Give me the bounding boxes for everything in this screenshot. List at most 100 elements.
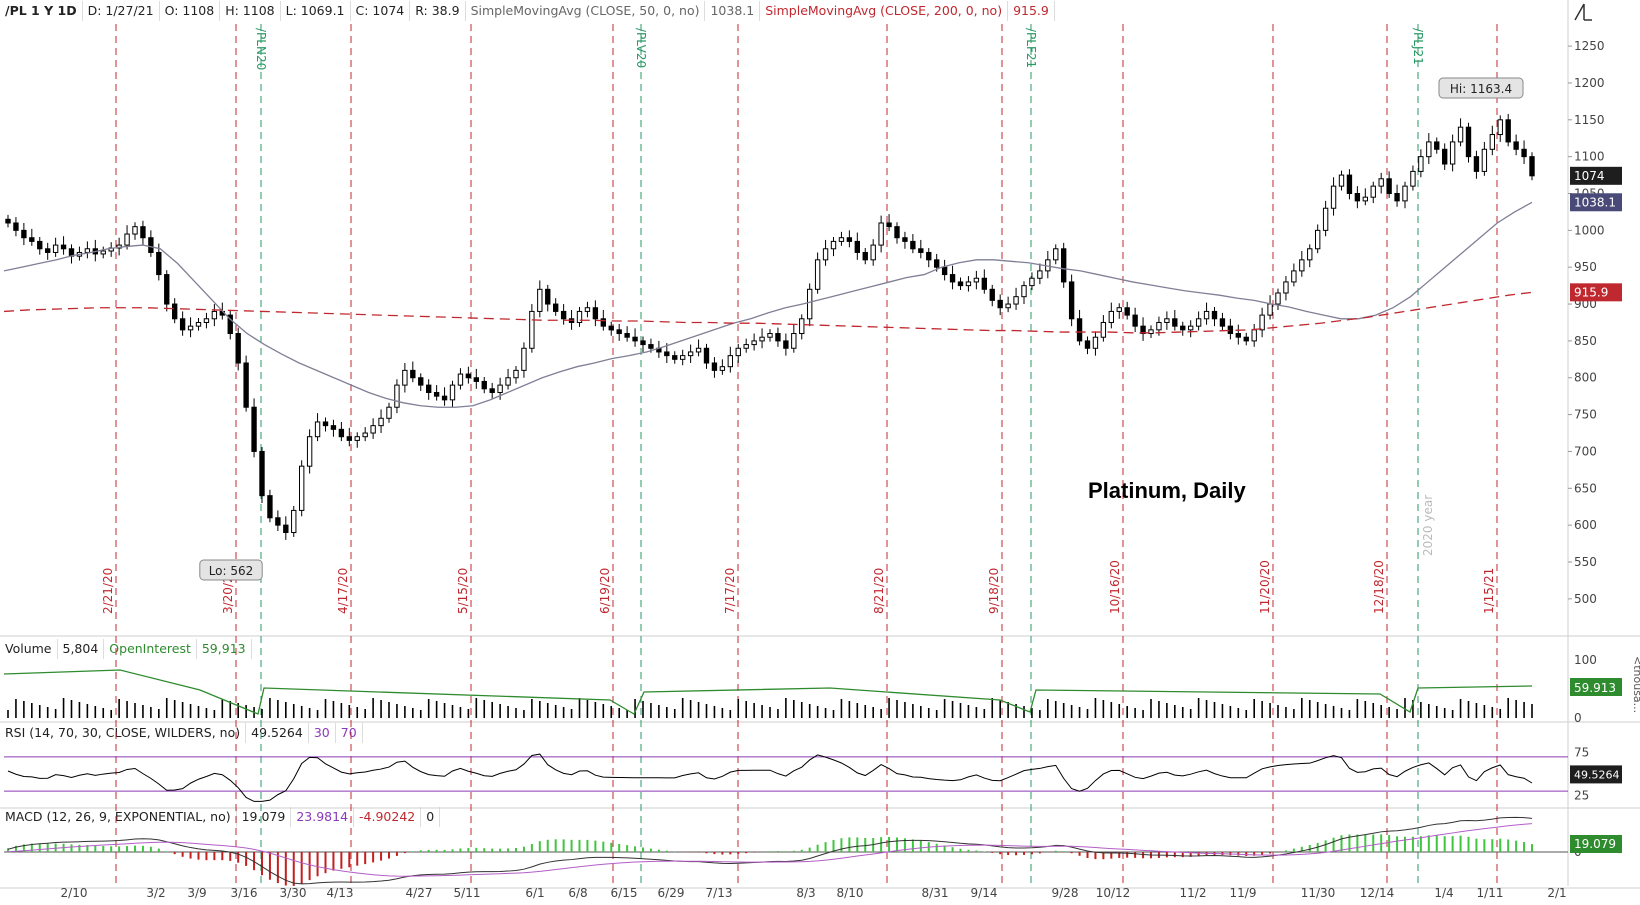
sma50-badge-bg: [1570, 193, 1622, 212]
candle-body: [1275, 292, 1281, 305]
candle-body: [854, 240, 860, 253]
candle-body: [616, 329, 622, 335]
rsi-value: 49.5264: [246, 723, 309, 743]
candle-body: [1505, 119, 1511, 143]
candle-body: [1449, 141, 1456, 165]
candle-body: [1402, 185, 1408, 202]
candle-body: [410, 369, 416, 379]
sma200-study-label[interactable]: SimpleMovingAvg (CLOSE, 200, 0, no): [760, 1, 1009, 21]
candle-body: [830, 240, 837, 250]
candle-body: [735, 347, 741, 357]
candle-body: [632, 336, 638, 342]
x-tick-label: 1/11: [1477, 886, 1504, 900]
rsi-study-label[interactable]: RSI (14, 70, 30, CLOSE, WILDERS, no): [0, 723, 247, 743]
candle-body: [1188, 325, 1194, 331]
candle-body: [457, 373, 464, 386]
candle-body: [172, 303, 178, 320]
candle-body: [1021, 285, 1027, 298]
candle-body: [1497, 119, 1503, 136]
candle-body: [1291, 270, 1297, 283]
candle-body: [1465, 126, 1472, 158]
candle-body: [291, 509, 297, 534]
candle-body: [505, 377, 511, 386]
candle-body: [1378, 178, 1384, 187]
volume-unit-label: <thousa...: [1631, 656, 1640, 713]
sma200-line: [3, 291, 1533, 334]
candle-body: [1116, 307, 1122, 312]
y-tick-label: 700: [1574, 444, 1597, 458]
candle-body: [902, 237, 908, 242]
candle-body: [306, 436, 313, 467]
candle-body: [354, 436, 360, 441]
candle-body: [910, 240, 916, 250]
candle-body: [1370, 185, 1376, 198]
candle-body: [243, 362, 249, 408]
macd-zero-value: 0: [421, 807, 441, 827]
sma200-value: 915.9: [1008, 1, 1055, 21]
candle-body: [84, 248, 91, 253]
candle-body: [1203, 310, 1210, 320]
candle-body: [584, 307, 591, 312]
candle-body: [791, 333, 797, 349]
x-tick-label: 6/8: [568, 886, 587, 900]
candle-body: [60, 244, 67, 250]
candle-body: [1243, 336, 1249, 342]
candle-body: [179, 318, 186, 331]
expiry-label: /PLF21: [1024, 28, 1038, 68]
candle-body: [997, 299, 1003, 309]
candle-body: [1180, 325, 1186, 331]
candle-body: [981, 277, 987, 290]
candle-body: [807, 288, 813, 320]
candle-body: [1529, 156, 1535, 177]
expiry-label: 2020 year: [1421, 495, 1435, 556]
hi-annotation: Hi: 1163.4: [1450, 82, 1512, 96]
hi-annotation-box: [1438, 77, 1524, 99]
sma50-study-label[interactable]: SimpleMovingAvg (CLOSE, 50, 0, no): [466, 1, 706, 21]
candle-body: [687, 351, 694, 357]
x-tick-label: 5/11: [454, 886, 481, 900]
macd-badge-bg: [1570, 835, 1622, 853]
volume-header: Volume 5,804 OpenInterest 59,913: [0, 638, 252, 660]
candle-body: [489, 388, 495, 393]
candle-body: [1299, 259, 1305, 272]
candle-body: [1386, 178, 1392, 195]
candle-body: [878, 222, 884, 246]
candle-body: [148, 237, 154, 253]
candle-body: [1426, 141, 1432, 158]
candle-body: [1442, 148, 1448, 165]
sma200-badge-bg: [1570, 283, 1622, 302]
candle-body: [767, 333, 773, 338]
candle-body: [989, 288, 995, 301]
candle-body: [1315, 229, 1321, 250]
candle-body: [1211, 310, 1218, 320]
candle-body: [608, 325, 614, 331]
candle-body: [1338, 174, 1345, 187]
y-tick-label: 850: [1574, 334, 1597, 348]
candle-body: [600, 318, 606, 327]
y-tick-label: 800: [1574, 371, 1597, 385]
candle-body: [719, 366, 726, 371]
candle-body: [775, 333, 781, 342]
candle-body: [1259, 314, 1265, 331]
candle-body: [5, 218, 11, 224]
y-tick-label: 750: [1574, 408, 1597, 422]
candle-body: [846, 237, 853, 242]
rsi-line: [7, 753, 1533, 802]
oi-study-label[interactable]: OpenInterest: [104, 639, 197, 659]
candle-body: [1521, 148, 1527, 158]
expiry-label: 5/15/20: [456, 568, 470, 614]
y-tick-label: 1150: [1574, 113, 1605, 127]
expiry-label: 12/18/20: [1372, 560, 1386, 614]
candle-body: [1513, 141, 1519, 150]
symbol-label[interactable]: /PL 1 Y 1D: [0, 1, 83, 21]
chart-title: Platinum, Daily: [1088, 478, 1246, 503]
volume-study-label[interactable]: Volume: [0, 639, 58, 659]
tools-icon[interactable]: [1572, 2, 1594, 22]
range-label: R: 38.9: [410, 1, 466, 21]
candle-body: [1346, 174, 1353, 195]
candle-body: [267, 495, 273, 519]
candle-body: [941, 266, 948, 276]
expiry-label: 10/16/20: [1108, 560, 1122, 614]
candle-body: [13, 222, 19, 231]
